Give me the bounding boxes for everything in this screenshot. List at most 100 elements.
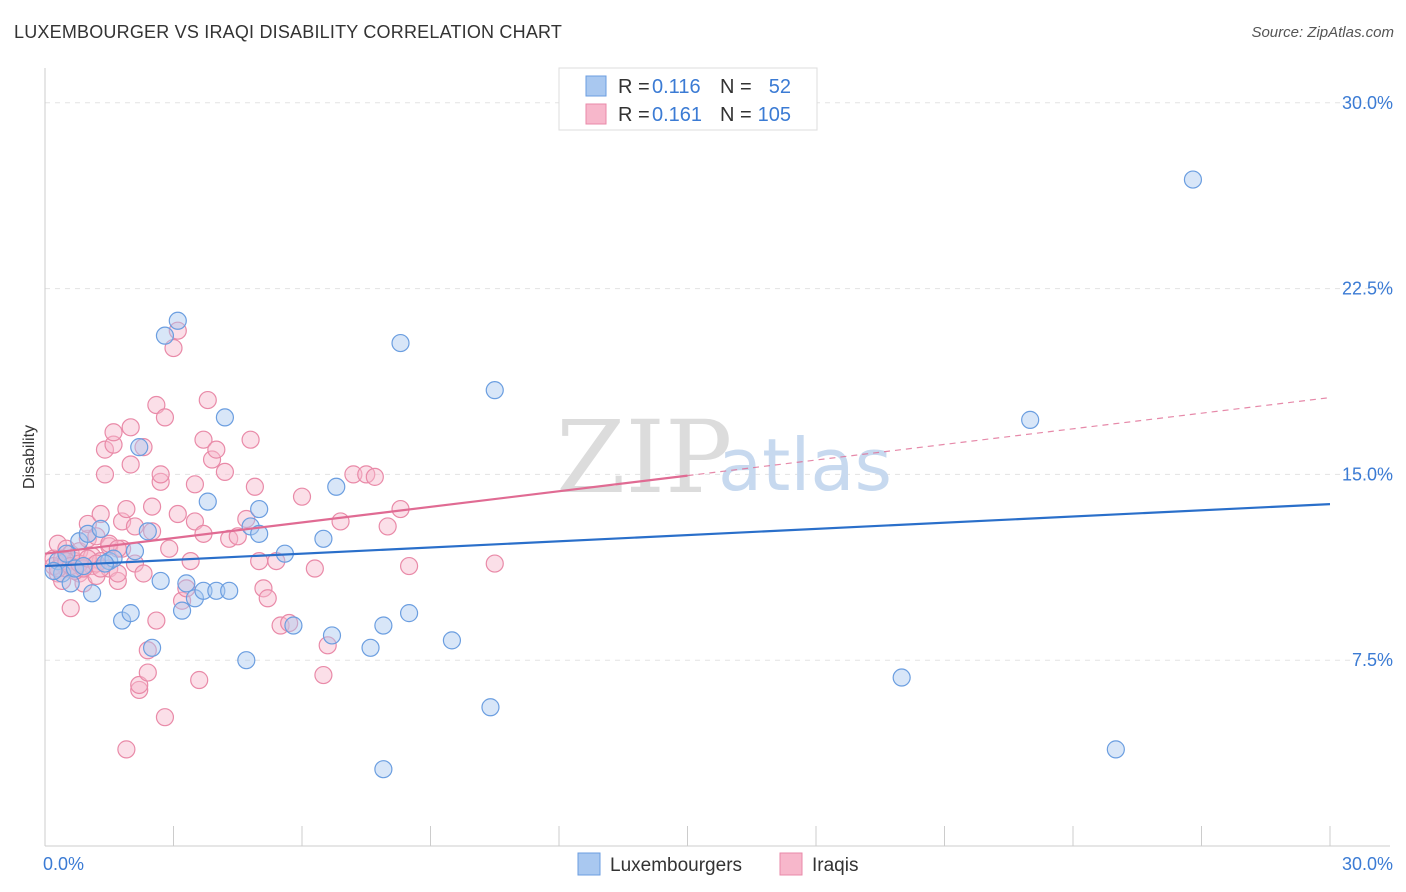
iraqi-point — [155, 708, 175, 727]
chart-title: LUXEMBOURGER VS IRAQI DISABILITY CORRELA… — [14, 22, 563, 42]
iraqi-point — [228, 527, 247, 546]
iraqi-point — [147, 395, 166, 415]
iraqi-point — [198, 390, 217, 410]
iraqi-point — [164, 338, 183, 358]
luxembourger-point — [892, 668, 911, 687]
iraqi-point — [207, 440, 226, 459]
iraqi-point — [185, 475, 205, 494]
iraqi-point — [91, 504, 110, 524]
iraqi-point — [117, 740, 136, 759]
iraqi-point — [185, 512, 205, 531]
luxembourger-point — [284, 616, 303, 635]
x-tick-label: 0.0% — [43, 854, 84, 874]
y-tick-label: 15.0% — [1342, 464, 1393, 484]
luxembourger-point — [138, 522, 157, 541]
luxembourger-point — [142, 638, 162, 657]
iraqi-point — [104, 423, 123, 442]
luxembourger-point — [121, 604, 140, 623]
iraqi-point — [215, 462, 234, 482]
iraqi-point — [95, 440, 115, 459]
luxembourger-point — [91, 519, 110, 538]
luxembourger-point — [374, 760, 393, 779]
luxembourger-point — [485, 381, 504, 400]
luxembourger-point — [374, 616, 393, 635]
iraqi-point — [117, 499, 136, 519]
luxembourger-point — [399, 604, 419, 623]
luxembourger-point — [130, 438, 149, 457]
luxembourger-point — [125, 542, 145, 561]
iraqi-point — [130, 680, 149, 700]
iraqi-point — [241, 430, 260, 449]
luxembourger-point — [61, 574, 80, 593]
series-legend: Luxembourgers Iraqis — [577, 852, 858, 876]
legend-r-label: R = — [618, 76, 650, 98]
iraqi-point — [130, 675, 149, 695]
legend-swatch-luxembourgers — [585, 75, 607, 97]
legend-n-value: 105 — [758, 104, 791, 126]
legend: R = 0.116 N = 52 R = 0.161 N = 105 — [558, 67, 818, 131]
grid-lines — [45, 102, 1390, 661]
iraqi-point — [155, 408, 175, 427]
iraqi-point — [160, 539, 179, 558]
series-swatch-iraqis — [779, 852, 803, 876]
luxembourger-point — [327, 477, 346, 496]
series-name-luxembourgers: Luxembourgers — [610, 855, 742, 876]
iraqi-point — [181, 551, 200, 571]
watermark: ZIP atlas — [556, 399, 892, 516]
legend-n-value: 52 — [769, 76, 791, 98]
iraqi-point — [134, 438, 153, 457]
series-name-iraqis: Iraqis — [812, 855, 858, 876]
watermark-atlas: atlas — [718, 423, 892, 507]
legend-swatch-iraqis — [585, 103, 607, 125]
iraqi-point — [344, 465, 363, 484]
trend-lines — [44, 396, 1331, 568]
luxembourger-point — [168, 311, 187, 330]
iraqi-point — [108, 564, 127, 583]
iraqi-point — [305, 559, 324, 578]
legend-r-value: 0.161 — [652, 104, 702, 126]
luxembourger-point — [1183, 170, 1203, 189]
luxembourger-point — [215, 408, 234, 427]
luxembourger-point — [361, 638, 380, 657]
axes — [44, 68, 1390, 847]
legend-r-label: R = — [618, 104, 650, 126]
iraqi-point — [254, 579, 273, 598]
iraqi-point — [194, 430, 213, 449]
luxembourger-point — [198, 492, 217, 511]
iraqi-point — [104, 435, 123, 454]
iraqi-point — [108, 571, 127, 591]
luxembourger-point — [151, 571, 170, 591]
iraqi-point — [399, 556, 419, 576]
watermark-zip: ZIP — [556, 399, 732, 516]
iraqi-point — [142, 497, 162, 516]
iraqi-point — [168, 504, 187, 524]
luxembourger-point — [322, 626, 342, 645]
series-swatch-luxembourgers — [577, 852, 601, 876]
iraqi-point — [95, 465, 115, 484]
y-tick-label: 22.5% — [1342, 279, 1393, 299]
iraqi-point — [378, 517, 397, 536]
iraqi-point — [151, 472, 170, 491]
source-credit: Source: ZipAtlas.com — [1251, 24, 1394, 41]
legend-r-value: 0.116 — [652, 76, 701, 98]
luxembourger-point — [172, 601, 192, 620]
y-axis-label: Disability — [21, 425, 38, 489]
luxembourger-point — [391, 333, 410, 353]
y-tick-label: 7.5% — [1352, 650, 1393, 670]
iraqi-point — [61, 599, 80, 618]
iraqi-trend-line — [44, 474, 688, 555]
iraqi-point — [318, 636, 337, 655]
x-tick-label: 30.0% — [1342, 854, 1393, 874]
luxembourger-point — [250, 499, 269, 519]
iraqi-point — [151, 465, 170, 484]
luxembourger-point — [155, 326, 175, 345]
iraqi-trend-line-extension — [687, 396, 1331, 477]
iraqi-point — [485, 554, 504, 573]
iraqi-point — [190, 670, 209, 690]
y-tick-labels: 7.5% 15.0% 22.5% 30.0% — [1342, 93, 1393, 670]
luxembourger-point — [57, 544, 76, 563]
luxembourger-point — [207, 581, 226, 600]
iraqi-point — [258, 589, 277, 608]
iraqi-point — [314, 665, 333, 685]
luxembourger-point — [237, 651, 256, 670]
